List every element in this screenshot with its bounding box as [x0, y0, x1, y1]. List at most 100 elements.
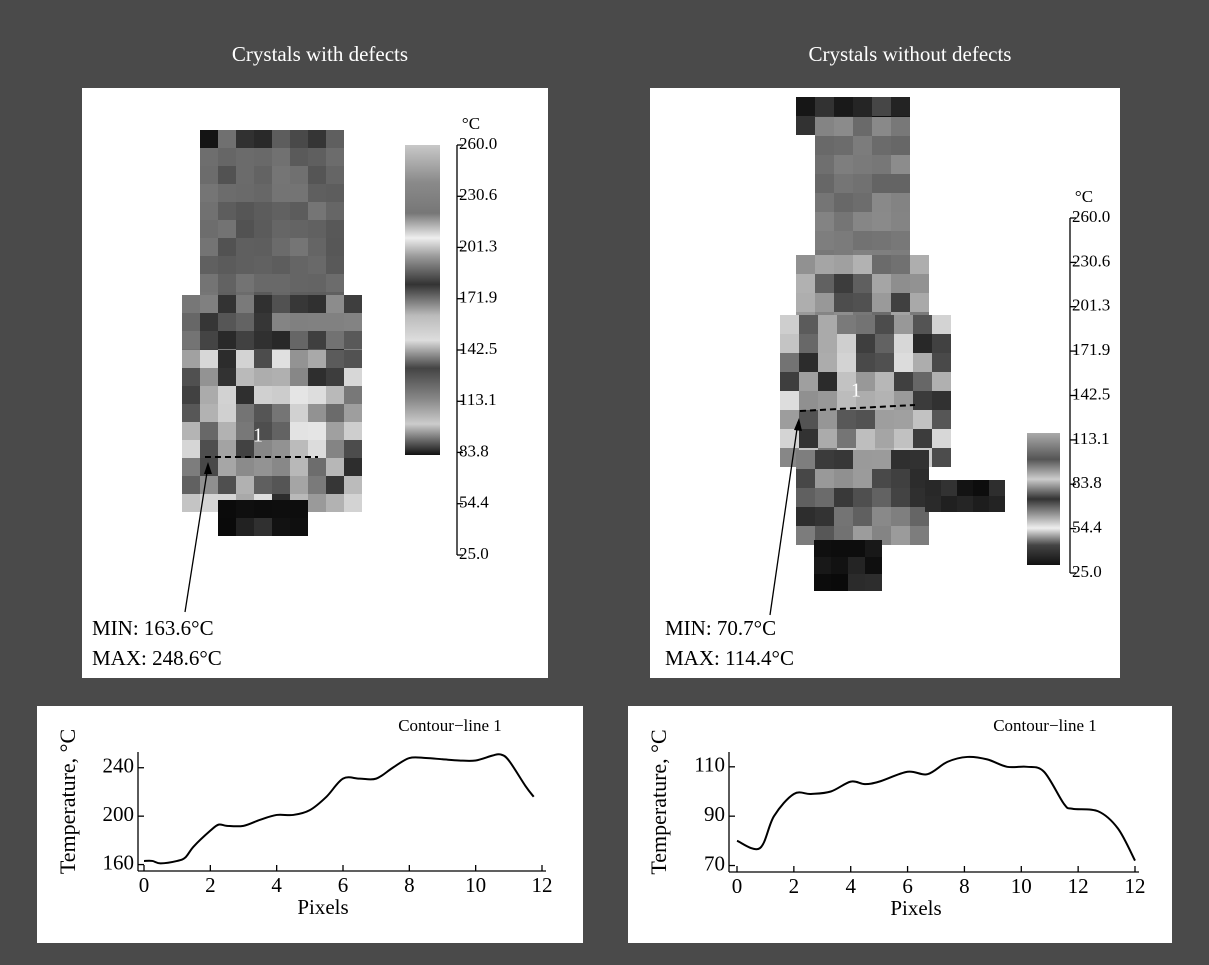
thermal-pixel: [891, 231, 910, 250]
scale-tick-label: 25.0: [459, 544, 489, 563]
thermal-pixel: [344, 331, 362, 349]
thermal-pixel: [218, 202, 236, 220]
thermal-pixel: [218, 368, 236, 386]
thermal-pixel: [910, 274, 929, 293]
thermal-pixel: [891, 117, 910, 136]
thermal-pixel: [837, 410, 856, 429]
thermal-pixel: [218, 130, 236, 148]
thermal-pixel: [308, 148, 326, 166]
thermal-pixel: [272, 404, 290, 422]
thermal-pixel: [326, 220, 344, 238]
y-tick-label: 240: [103, 754, 135, 778]
thermal-pixel: [796, 274, 815, 293]
thermal-pixel: [326, 386, 344, 404]
thermal-pixel: [254, 518, 272, 536]
x-tick-label: 10: [465, 873, 486, 897]
thermal-pixel: [326, 130, 344, 148]
thermal-pixel: [837, 353, 856, 372]
thermal-pixel: [815, 174, 834, 193]
thermal-pixel: [799, 410, 818, 429]
thermal-pixel: [182, 404, 200, 422]
thermal-pixel: [814, 540, 831, 557]
thermal-pixel: [290, 256, 308, 274]
thermal-pixel: [910, 450, 929, 469]
thermal-pixel: [932, 448, 951, 467]
thermal-pixel: [872, 174, 891, 193]
thermal-pixel: [326, 295, 344, 313]
thermal-pixel: [200, 184, 218, 202]
thermal-pixel: [818, 391, 837, 410]
thermal-pixel: [254, 166, 272, 184]
thermal-pixel: [254, 313, 272, 331]
thermal-pixel: [875, 334, 894, 353]
thermal-pixel: [182, 458, 200, 476]
thermal-pixel: [308, 130, 326, 148]
scale-tick-label: 54.4: [1072, 517, 1102, 536]
thermal-pixel: [344, 368, 362, 386]
thermal-pixel: [218, 440, 236, 458]
thermal-pixel: [872, 293, 891, 312]
x-tick-label: 12: [1125, 874, 1146, 898]
thermal-pixel: [818, 372, 837, 391]
thermal-pixel: [891, 212, 910, 231]
thermal-pixel: [891, 97, 910, 116]
thermal-pixel: [853, 293, 872, 312]
x-axis-label: Pixels: [890, 896, 941, 920]
thermal-pixel: [254, 274, 272, 292]
thermal-pixel: [326, 166, 344, 184]
thermal-pixel: [290, 166, 308, 184]
thermal-pixel: [272, 148, 290, 166]
thermal-pixel: [853, 274, 872, 293]
thermal-pixel: [308, 422, 326, 440]
thermal-pixel: [308, 458, 326, 476]
thermal-pixel: [200, 274, 218, 292]
thermal-pixel: [182, 422, 200, 440]
x-tick-label: 2: [789, 874, 800, 898]
thermal-pixel: [894, 410, 913, 429]
thermal-pixel: [326, 202, 344, 220]
thermal-pixel: [815, 136, 834, 155]
thermal-pixel: [308, 386, 326, 404]
x-tick-label: 12: [1068, 874, 1089, 898]
scale-tick-label: 83.8: [459, 441, 489, 460]
thermal-pixel: [818, 315, 837, 334]
thermal-pixel: [925, 496, 941, 512]
thermal-pixel: [973, 496, 989, 512]
thermal-pixel: [837, 429, 856, 448]
thermal-pixel: [290, 130, 308, 148]
thermal-pixel: [200, 220, 218, 238]
y-tick-label: 70: [704, 851, 725, 875]
thermal-pixel: [236, 148, 254, 166]
thermal-pixel: [910, 293, 929, 312]
max-label: MAX: 248.6°C: [92, 646, 222, 670]
thermal-pixel: [344, 422, 362, 440]
thermal-pixel: [236, 202, 254, 220]
thermal-pixel: [796, 488, 815, 507]
thermal-pixel: [913, 353, 932, 372]
scale-tick-label: 142.5: [459, 339, 497, 358]
thermal-pixel: [182, 440, 200, 458]
thermal-pixel: [290, 422, 308, 440]
thermal-images: [182, 97, 1005, 591]
thermal-pixel: [834, 274, 853, 293]
figure: Crystals with defects Crystals without d…: [0, 0, 1209, 965]
thermal-pixel: [834, 174, 853, 193]
thermal-pixel: [308, 256, 326, 274]
scale-tick-label: 171.9: [459, 288, 497, 307]
thermal-pixel: [200, 476, 218, 494]
thermal-pixel: [891, 193, 910, 212]
thermal-pixel: [872, 488, 891, 507]
annotation: Contour−line 1: [993, 716, 1097, 735]
thermal-pixel: [875, 410, 894, 429]
thermal-pixel: [272, 184, 290, 202]
thermal-pixel: [326, 440, 344, 458]
thermal-pixel: [254, 220, 272, 238]
thermal-pixel: [200, 166, 218, 184]
thermal-pixel: [796, 450, 815, 469]
thermal-pixel: [272, 422, 290, 440]
thermal-pixel: [290, 295, 308, 313]
thermal-pixel: [344, 404, 362, 422]
thermal-pixel: [853, 193, 872, 212]
thermal-pixel: [254, 331, 272, 349]
scale-tick-label: 113.1: [459, 390, 497, 409]
